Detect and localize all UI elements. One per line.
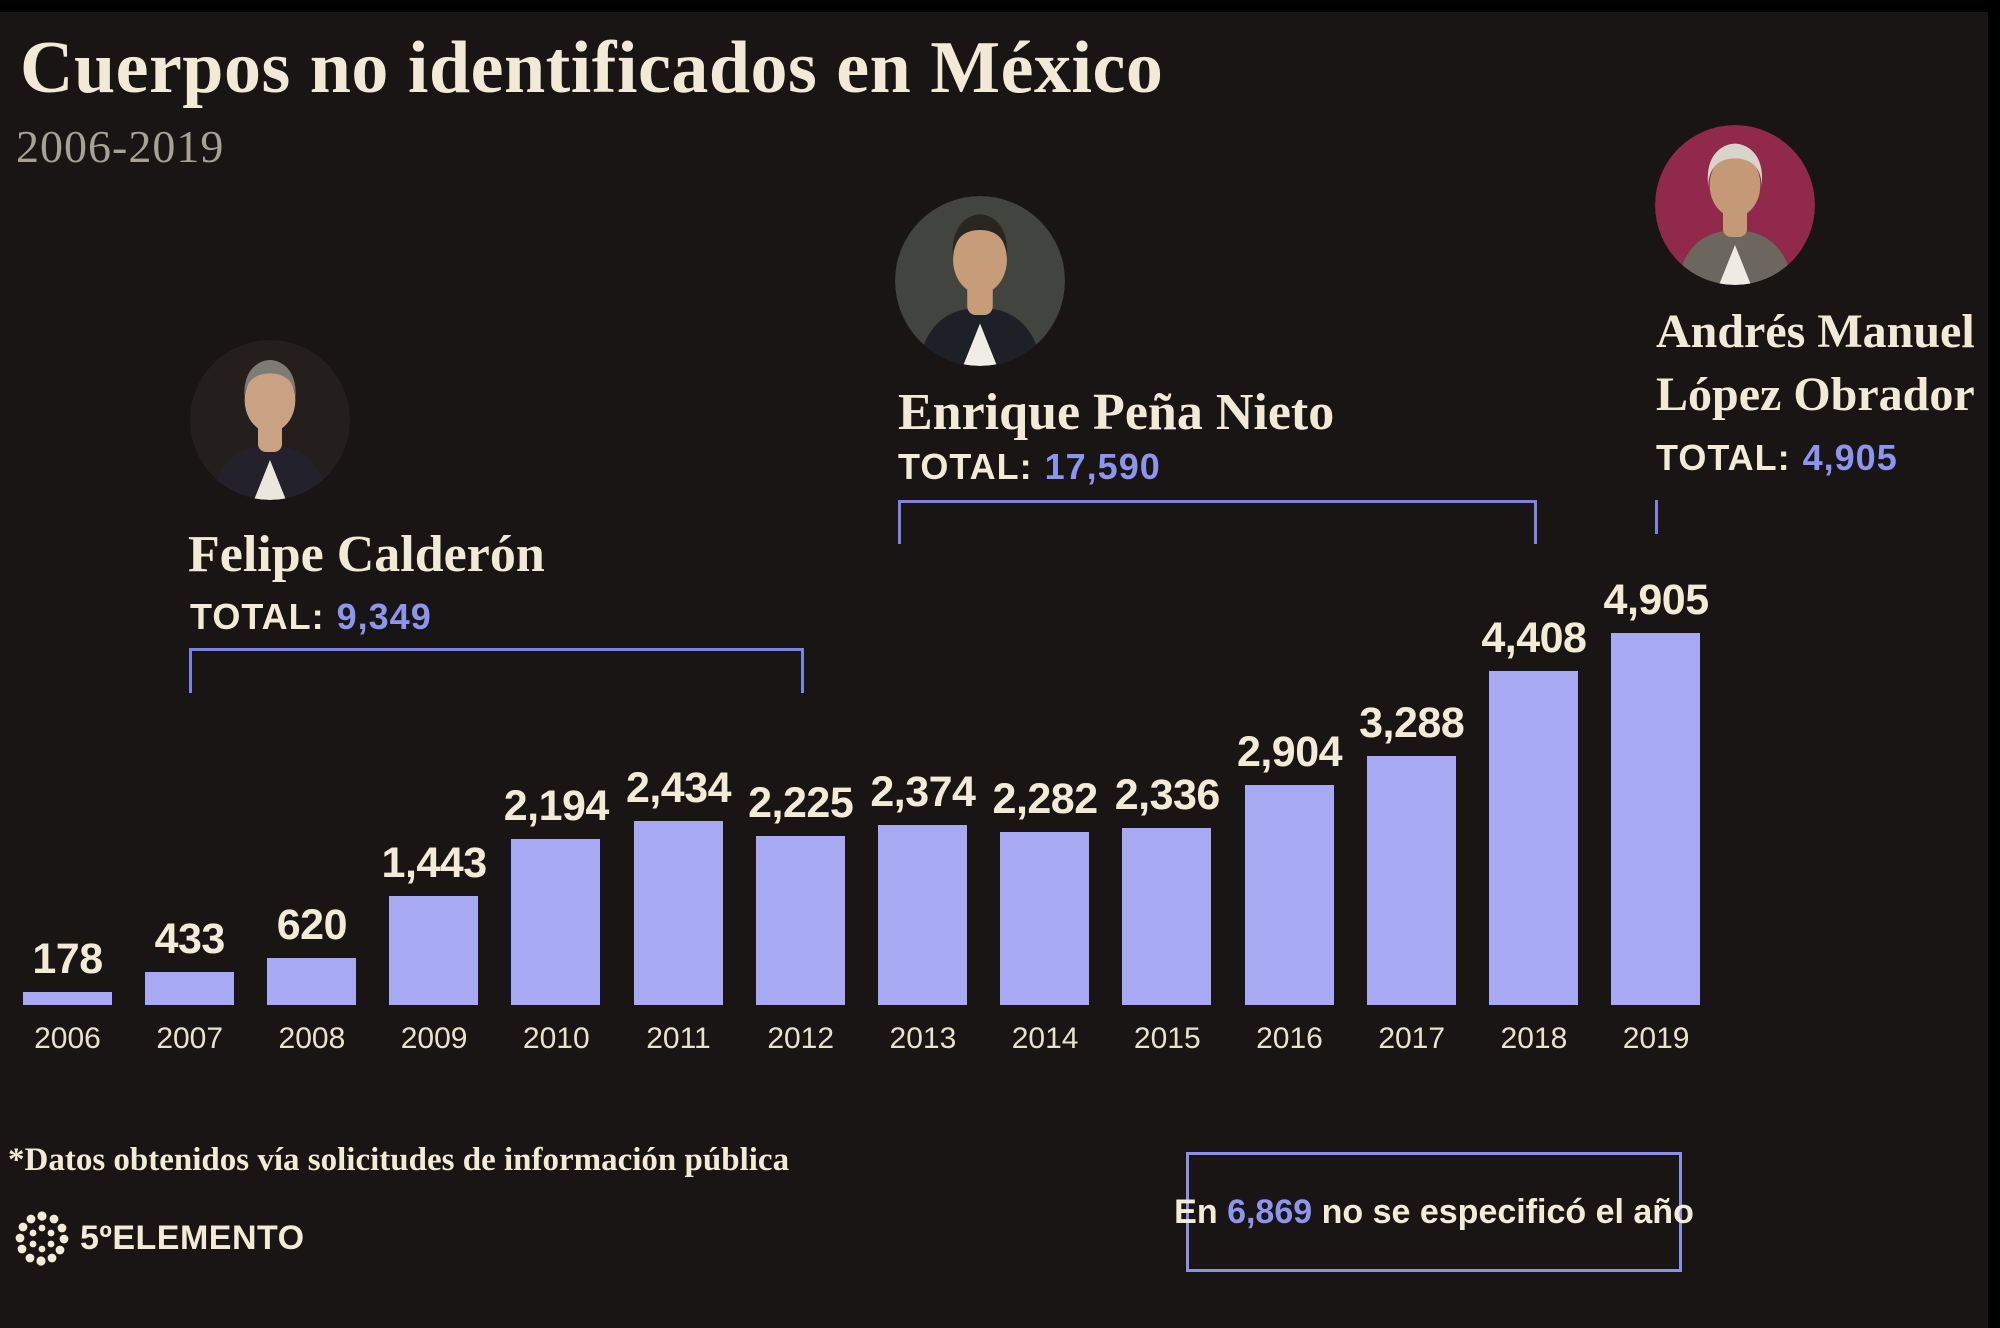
lopez-obrador-term-tick <box>1655 500 1658 534</box>
total-label: TOTAL: <box>1656 437 1791 478</box>
bar-value-2017: 3,288 <box>1359 699 1465 747</box>
bar-value-2012: 2,225 <box>748 779 854 827</box>
bar-value-2015: 2,336 <box>1114 771 1221 819</box>
bar-2014 <box>1000 832 1090 1005</box>
year-label-2011: 2011 <box>646 1022 711 1055</box>
bar-value-2014: 2,282 <box>992 775 1099 823</box>
bar-2006 <box>22 992 112 1005</box>
unspecified-year-note: En 6,869 no se especificó el año <box>1174 1152 1694 1272</box>
bar-column-2017: 3,288 2017 <box>1351 0 1473 1328</box>
bar-column-2013: 2,374 2013 <box>862 0 984 1328</box>
felipe-calderon-name: Felipe Calderón <box>188 526 545 583</box>
year-label-2015: 2015 <box>1133 1022 1201 1055</box>
page-title: Cuerpos no identificados en México <box>20 27 1164 109</box>
bar-2010 <box>511 839 601 1005</box>
bar-column-2019: 4,905 2019 <box>1595 0 1717 1328</box>
year-label-2009: 2009 <box>400 1022 468 1055</box>
page-subtitle: 2006-2019 <box>16 121 225 172</box>
bar-column-2010: 2,194 2010 <box>495 0 617 1328</box>
top-black-strip <box>0 0 2000 12</box>
bar-column-2015: 2,336 2015 <box>1106 0 1228 1328</box>
logo-wordmark: 5ºELEMENTO <box>80 1218 305 1257</box>
person-silhouette-icon <box>190 340 350 500</box>
total-value: 9,349 <box>336 596 432 637</box>
year-label-2016: 2016 <box>1256 1022 1323 1055</box>
bar-value-2018: 4,408 <box>1481 614 1587 662</box>
bar-2008 <box>266 958 356 1005</box>
bar-2015 <box>1122 828 1212 1005</box>
bar-column-2012: 2,225 2012 <box>740 0 862 1328</box>
calderon-term-bracket <box>189 648 804 693</box>
note-value: 6,869 <box>1227 1192 1313 1231</box>
year-label-2007: 2007 <box>156 1022 224 1055</box>
bar-column-2011: 2,434 2011 <box>618 0 740 1328</box>
bar-value-2006: 178 <box>32 935 103 983</box>
year-label-2018: 2018 <box>1500 1022 1568 1055</box>
person-silhouette-icon <box>895 196 1065 366</box>
name-line-1: Andrés Manuel <box>1656 305 1975 358</box>
bar-2011 <box>633 821 723 1005</box>
bar-column-2009: 1,443 2009 <box>373 0 495 1328</box>
right-black-strip <box>1988 0 2000 1328</box>
dotted-circle-logo-icon <box>15 1211 69 1266</box>
year-label-2012: 2012 <box>767 1022 835 1055</box>
bar-value-2010: 2,194 <box>503 782 610 830</box>
bar-column-2006: 178 2006 <box>7 0 129 1328</box>
note-prefix: En <box>1174 1192 1228 1231</box>
bar-column-2016: 2,904 2016 <box>1229 0 1351 1328</box>
bar-2018 <box>1488 671 1578 1005</box>
bar-column-2008: 620 2008 <box>251 0 373 1328</box>
enrique-pena-nieto-total: TOTAL: 17,590 <box>898 446 1161 488</box>
bar-2019 <box>1611 633 1701 1005</box>
year-label-2013: 2013 <box>889 1022 957 1055</box>
quinto-elemento-logo: 5ºELEMENTO <box>14 1208 305 1268</box>
felipe-calderon-total: TOTAL: 9,349 <box>190 596 432 638</box>
bar-column-2014: 2,282 2014 <box>984 0 1106 1328</box>
enrique-pena-nieto-photo <box>895 196 1065 366</box>
total-label: TOTAL: <box>898 446 1033 487</box>
year-label-2010: 2010 <box>522 1022 590 1055</box>
bar-2012 <box>755 836 845 1005</box>
lopez-obrador-photo <box>1655 125 1815 285</box>
lopez-obrador-name: Andrés Manuel López Obrador <box>1656 300 1975 426</box>
bar-value-2009: 1,443 <box>381 839 488 887</box>
year-label-2014: 2014 <box>1011 1022 1079 1055</box>
year-label-2019: 2019 <box>1622 1022 1690 1055</box>
bar-value-2016: 2,904 <box>1236 728 1343 776</box>
bar-value-2007: 433 <box>154 915 226 963</box>
bar-2007 <box>144 972 234 1005</box>
note-suffix: no se especificó el año <box>1312 1192 1694 1231</box>
year-label-2006: 2006 <box>34 1022 101 1055</box>
year-label-2017: 2017 <box>1378 1022 1446 1055</box>
bar-value-2011: 2,434 <box>625 764 732 812</box>
total-label: TOTAL: <box>190 596 325 637</box>
bar-value-2008: 620 <box>276 901 348 949</box>
source-footnote: *Datos obtenidos vía solicitudes de info… <box>8 1142 790 1178</box>
bar-column-2018: 4,408 2018 <box>1473 0 1595 1328</box>
bar-2009 <box>389 896 479 1005</box>
lopez-obrador-total: TOTAL: 4,905 <box>1656 437 1898 479</box>
bar-2013 <box>877 825 967 1005</box>
bar-value-2013: 2,374 <box>870 768 976 816</box>
year-label-2008: 2008 <box>278 1022 346 1055</box>
bar-column-2007: 433 2007 <box>129 0 251 1328</box>
bar-value-2019: 4,905 <box>1603 576 1710 624</box>
person-silhouette-icon <box>1655 125 1815 285</box>
pena-nieto-term-bracket <box>898 500 1537 544</box>
name-line-2: López Obrador <box>1656 368 1975 421</box>
total-value: 17,590 <box>1044 446 1161 487</box>
bar-2017 <box>1366 756 1456 1005</box>
enrique-pena-nieto-name: Enrique Peña Nieto <box>898 384 1335 441</box>
felipe-calderon-photo <box>190 340 350 500</box>
bar-2016 <box>1244 785 1334 1005</box>
total-value: 4,905 <box>1802 437 1898 478</box>
